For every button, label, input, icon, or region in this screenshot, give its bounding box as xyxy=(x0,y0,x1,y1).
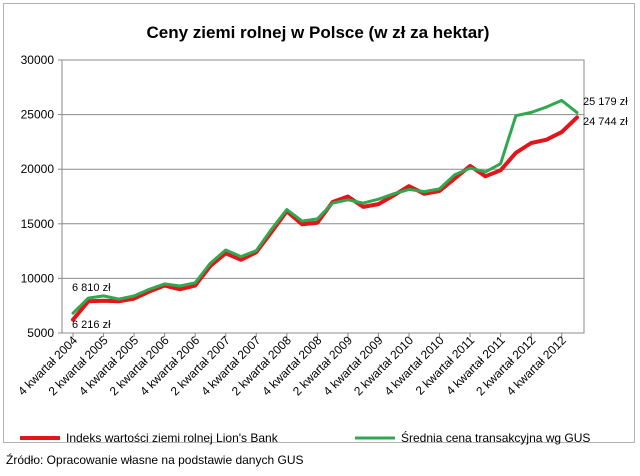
y-tick-label: 10000 xyxy=(21,271,55,285)
data-label-lions-end: 24 744 zł xyxy=(583,116,628,128)
data-label-gus-start: 6 810 zł xyxy=(72,282,111,294)
y-tick-label: 20000 xyxy=(21,162,55,176)
y-tick-label: 5000 xyxy=(27,326,54,340)
data-labels: 6 810 zł 6 216 zł 25 179 zł 24 744 zł xyxy=(72,96,628,331)
data-label-lions-start: 6 216 zł xyxy=(72,319,111,331)
y-tick-label: 30000 xyxy=(21,53,55,67)
y-axis-ticks: 30000 25000 20000 15000 10000 5000 xyxy=(21,53,62,340)
series-lines xyxy=(71,98,579,322)
y-tick-label: 15000 xyxy=(21,217,55,231)
chart-title: Ceny ziemi rolnej w Polsce (w zł za hekt… xyxy=(147,23,490,42)
legend: Indeks wartości ziemi rolnej Lion's Bank… xyxy=(20,430,590,445)
chart-frame xyxy=(3,3,635,443)
series-line-gus xyxy=(71,98,579,315)
y-tick-label: 25000 xyxy=(21,108,55,122)
legend-label-gus: Średnia cena transakcyjna wg GUS xyxy=(401,430,590,445)
data-label-gus-end: 25 179 zł xyxy=(583,96,628,108)
gridlines xyxy=(62,59,584,334)
legend-label-lions: Indeks wartości ziemi rolnej Lion's Bank xyxy=(66,431,279,445)
source-note: Źródło: Opracowanie własne na podstawie … xyxy=(6,453,304,467)
